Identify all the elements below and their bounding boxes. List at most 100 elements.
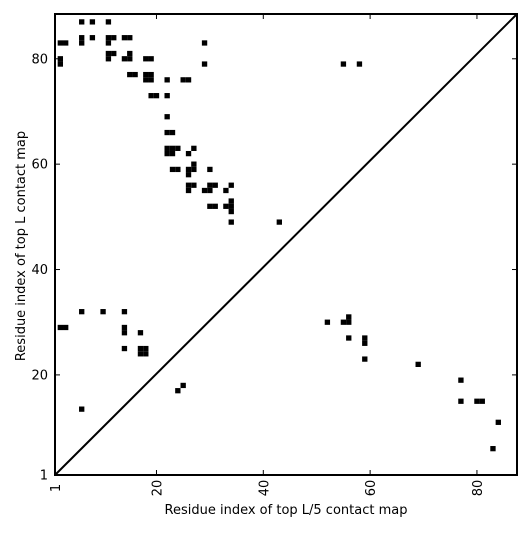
contact-point-upper: [228, 198, 234, 204]
contact-point-lower: [346, 314, 352, 320]
contact-point-lower: [137, 330, 144, 336]
contact-point-upper: [169, 145, 176, 151]
contact-point-upper: [223, 203, 229, 209]
contact-point-upper: [57, 56, 64, 62]
contact-point-upper: [169, 150, 176, 157]
contact-point-upper: [148, 56, 154, 62]
contact-point-upper: [169, 166, 176, 173]
contact-point-upper: [105, 50, 112, 57]
contact-point-upper: [111, 35, 117, 41]
contact-point-upper: [191, 145, 197, 151]
contact-point-lower: [63, 324, 69, 331]
contact-point-upper: [57, 40, 64, 46]
contact-point-upper: [223, 187, 229, 194]
contact-point-lower: [362, 340, 368, 346]
contact-point-upper: [191, 161, 197, 167]
plot-frame: [54, 13, 518, 476]
contact-point-upper: [105, 35, 112, 41]
y-tick-label: 60: [31, 158, 48, 173]
x-tick-label: 40: [257, 480, 272, 497]
contact-point-upper: [127, 35, 133, 41]
contact-point-lower: [121, 324, 128, 331]
contact-point-upper: [105, 19, 112, 25]
y-tick-label: 80: [31, 52, 48, 67]
contact-point-lower: [143, 345, 149, 352]
y-tick-label: 40: [31, 263, 48, 278]
contact-point-lower: [495, 419, 501, 425]
contact-point-upper: [207, 187, 213, 194]
contact-point-upper: [121, 35, 128, 41]
contact-point-lower: [415, 361, 421, 367]
contact-point-upper: [201, 187, 208, 194]
contact-point-upper: [89, 19, 96, 25]
contact-point-upper: [185, 77, 192, 83]
contact-point-upper: [164, 93, 170, 99]
contact-point-upper: [276, 219, 282, 225]
contact-point-lower: [121, 309, 128, 315]
contact-point-upper: [175, 145, 181, 151]
x-tick-label: 60: [364, 480, 379, 497]
contact-point-upper: [228, 182, 234, 188]
contact-point-upper: [185, 187, 192, 194]
contact-point-upper: [207, 203, 213, 209]
contact-point-lower: [474, 398, 480, 404]
contact-point-upper: [143, 77, 149, 83]
contact-point-lower: [346, 319, 352, 325]
contact-point-upper: [191, 166, 197, 173]
contact-point-lower: [346, 335, 352, 341]
y-tick-label: 20: [31, 368, 48, 383]
y-axis-label: Residue index of top L contact map: [14, 131, 29, 361]
x-tick-label: 1: [49, 484, 64, 492]
contact-point-lower: [458, 398, 464, 404]
contact-point-upper: [79, 35, 85, 41]
y-tick-label: 1: [40, 469, 48, 484]
contact-point-lower: [143, 351, 149, 357]
contact-point-lower: [479, 398, 485, 404]
contact-point-lower: [324, 319, 331, 325]
contact-point-upper: [164, 129, 170, 136]
marks-layer: [57, 19, 501, 452]
contact-point-lower: [100, 309, 106, 315]
contact-point-upper: [207, 166, 213, 173]
contact-point-upper: [127, 56, 133, 62]
contact-point-upper: [127, 50, 133, 57]
contact-point-upper: [143, 56, 149, 62]
contact-point-upper: [201, 40, 208, 46]
contact-point-lower: [121, 345, 128, 352]
contact-point-upper: [164, 150, 170, 157]
contact-point-upper: [185, 166, 192, 173]
contact-point-upper: [63, 40, 69, 46]
contact-point-upper: [175, 166, 181, 173]
x-axis-label: Residue index of top L/5 contact map: [165, 503, 408, 518]
contact-point-upper: [185, 182, 192, 188]
x-tick-label: 80: [471, 480, 486, 497]
contact-point-upper: [201, 61, 208, 67]
contact-point-upper: [180, 77, 186, 83]
contact-point-lower: [340, 319, 347, 325]
contact-point-lower: [137, 345, 144, 352]
contact-point-lower: [79, 309, 85, 315]
contact-point-lower: [362, 356, 368, 362]
contact-point-upper: [207, 182, 213, 188]
contact-point-lower: [137, 351, 144, 357]
contact-point-upper: [143, 71, 149, 78]
contact-point-lower: [121, 330, 128, 336]
contact-point-upper: [356, 61, 363, 67]
contact-point-lower: [362, 335, 368, 341]
contact-point-upper: [164, 114, 170, 120]
contact-point-upper: [57, 61, 64, 67]
contact-point-upper: [79, 19, 85, 25]
contact-point-upper: [169, 129, 176, 136]
contact-point-upper: [148, 77, 154, 83]
contact-point-upper: [164, 77, 170, 83]
contact-point-lower: [79, 406, 85, 412]
contact-point-upper: [153, 93, 160, 99]
ticks-layer: 1 20 40 60 80 1 20 40 60 80: [31, 14, 517, 496]
contact-point-lower: [458, 377, 464, 383]
contact-point-upper: [185, 150, 192, 157]
contact-point-upper: [340, 61, 347, 67]
contact-point-upper: [132, 71, 138, 78]
contact-point-upper: [148, 71, 154, 78]
